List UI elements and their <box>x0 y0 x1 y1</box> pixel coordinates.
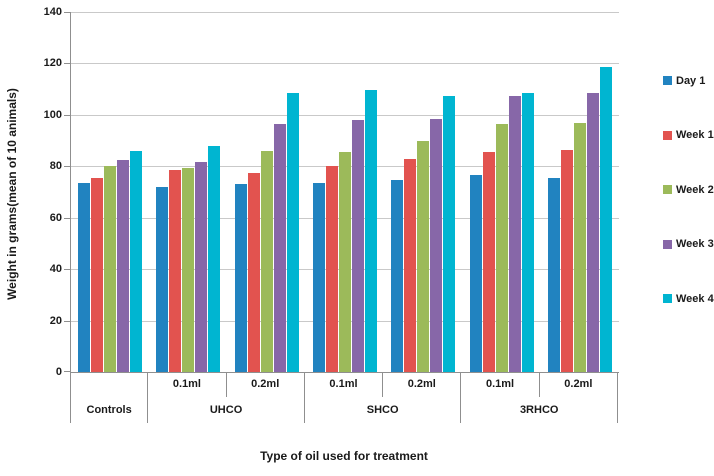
y-axis-tick-label: 60 <box>49 211 62 224</box>
legend-item-week1: Week 1 <box>663 129 714 142</box>
bar-week3 <box>351 120 364 372</box>
gridline-100 <box>65 114 619 116</box>
bar-week1 <box>325 166 338 372</box>
legend-item-week4: Week 4 <box>663 292 714 305</box>
oil-label-cell: 3RHCO <box>461 397 618 423</box>
bar-week1 <box>404 158 417 372</box>
bar-week1 <box>91 177 104 372</box>
bar-group-uhco-0.1ml <box>149 12 227 372</box>
bar-group-shco-0.1ml <box>306 12 384 372</box>
bar-day1 <box>78 183 91 372</box>
legend-item-day1: Day 1 <box>663 74 705 87</box>
bar-week1 <box>169 170 182 372</box>
bar-week4 <box>286 93 299 372</box>
bar-week2 <box>495 123 508 372</box>
y-axis-title: Weight in grams(mean of 10 animals) <box>5 88 19 300</box>
bar-week3 <box>273 123 286 372</box>
bar-group-3rhco-0.1ml <box>462 12 540 372</box>
bar-week4 <box>599 67 612 372</box>
oil-label-cell: UHCO <box>148 397 305 423</box>
x-axis-title: Type of oil used for treatment <box>260 449 428 463</box>
dose-label-cell: 0.2ml <box>540 373 618 397</box>
bar-week4 <box>130 150 143 372</box>
bar-day1 <box>391 180 404 372</box>
y-axis-tick <box>64 63 71 65</box>
oil-label-cell: SHCO <box>305 397 462 423</box>
bar-group-controls <box>71 12 149 372</box>
legend-label: Week 1 <box>676 129 714 141</box>
dose-label-cell: 0.1ml <box>461 373 540 397</box>
bar-week4 <box>443 95 456 372</box>
legend-swatch-icon <box>663 185 672 194</box>
dose-label-cell: 0.2ml <box>383 373 462 397</box>
y-axis-tick <box>64 217 71 219</box>
bar-week3 <box>586 93 599 372</box>
bar-week3 <box>430 118 443 372</box>
y-axis-tick <box>64 320 71 322</box>
legend-label: Week 4 <box>676 292 714 305</box>
bar-week4 <box>208 145 221 372</box>
legend-swatch-icon <box>663 239 672 249</box>
y-axis-tick-label: 80 <box>49 160 62 173</box>
bar-day1 <box>156 186 169 372</box>
legend-label: Week 3 <box>676 238 714 250</box>
bar-group-uhco-0.2ml <box>228 12 306 372</box>
y-axis-tick <box>64 166 71 168</box>
bar-week2 <box>260 150 273 372</box>
legend-swatch-icon <box>663 76 672 85</box>
plot-area <box>64 12 619 373</box>
bar-day1 <box>234 184 247 372</box>
bar-day1 <box>312 183 325 372</box>
bar-week1 <box>560 149 573 372</box>
y-axis-tick-label: 40 <box>49 263 62 276</box>
legend-swatch-icon <box>663 294 672 303</box>
bar-week1 <box>247 172 260 372</box>
y-axis-tick-label: 120 <box>43 57 62 70</box>
dose-label-cell: 0.1ml <box>148 373 227 397</box>
bar-week2 <box>573 122 586 372</box>
y-axis-tick-label: 20 <box>49 314 62 327</box>
bar-week3 <box>508 95 521 372</box>
gridline-120 <box>65 63 619 65</box>
legend-label: Day 1 <box>676 74 706 87</box>
bar-group-shco-0.2ml <box>384 12 462 372</box>
bar-day1 <box>547 177 560 372</box>
y-axis-tick <box>64 269 71 271</box>
dose-label-cell <box>70 373 149 397</box>
oil-label-cell: Controls <box>70 397 149 423</box>
legend-swatch-icon <box>663 130 672 140</box>
bar-week4 <box>364 90 377 372</box>
y-axis-tick <box>64 12 71 13</box>
legend-item-week2: Week 2 <box>663 183 714 196</box>
legend-label: Week 2 <box>676 183 714 196</box>
dose-label-cell: 0.1ml <box>305 373 384 397</box>
gridline-140 <box>65 12 619 13</box>
bar-week2 <box>338 152 351 372</box>
y-axis-tick-label: 0 <box>55 366 62 378</box>
bar-group-3rhco-0.2ml <box>541 12 619 372</box>
bar-week3 <box>195 162 208 372</box>
bar-week1 <box>482 152 495 372</box>
bar-week4 <box>521 93 534 372</box>
bar-week2 <box>182 167 195 372</box>
y-axis-tick-label: 140 <box>43 6 62 18</box>
y-axis-tick-label: 100 <box>43 108 62 121</box>
y-axis-tick <box>64 114 71 116</box>
dose-label-cell: 0.2ml <box>227 373 305 397</box>
legend-item-week3: Week 3 <box>663 238 714 251</box>
y-axis-tick <box>64 371 71 372</box>
bar-week2 <box>417 140 430 372</box>
bar-week2 <box>104 166 117 372</box>
bar-week3 <box>117 159 130 372</box>
bar-day1 <box>469 175 482 372</box>
